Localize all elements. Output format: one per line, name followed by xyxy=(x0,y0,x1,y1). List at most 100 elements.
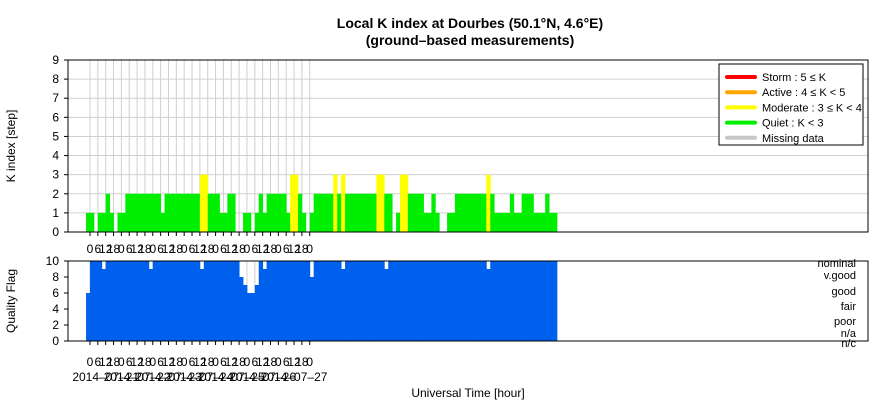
quality-bar xyxy=(423,261,428,341)
k-index-bar xyxy=(203,174,209,232)
quality-bar xyxy=(309,277,315,341)
k-index-x-tick-label: 6 xyxy=(126,242,133,256)
quality-y-tick-label: 4 xyxy=(52,302,59,316)
quality-bar xyxy=(509,261,515,341)
k-index-bar xyxy=(223,212,228,232)
k-index-bar xyxy=(368,193,373,232)
quality-x-tick-label: 18 xyxy=(201,355,215,369)
quality-y-tick-label: 8 xyxy=(52,270,59,284)
quality-bar xyxy=(498,261,503,341)
quality-bar xyxy=(439,261,444,341)
k-index-bar xyxy=(388,193,393,232)
k-index-bar xyxy=(407,193,413,232)
k-index-x-tick-label: 12 xyxy=(130,242,144,256)
quality-bar xyxy=(278,261,283,341)
quality-bar xyxy=(490,261,495,341)
k-index-bar xyxy=(384,193,389,232)
quality-bar xyxy=(470,261,475,341)
quality-bar xyxy=(541,261,546,341)
k-index-bar xyxy=(345,193,350,232)
quality-bar xyxy=(246,293,252,341)
k-index-y-ticks: 0 1 2 3 4 5 6 7 8 9 xyxy=(52,53,68,239)
k-index-bar xyxy=(121,212,126,232)
quality-bar xyxy=(411,261,417,341)
quality-bar xyxy=(215,261,220,341)
k-index-x-tick-label: 0 xyxy=(118,242,125,256)
quality-bar xyxy=(384,269,389,341)
quality-bar xyxy=(313,261,318,341)
k-index-bar xyxy=(400,174,405,232)
quality-bar xyxy=(443,261,448,341)
quality-x-tick-label: 6 xyxy=(251,355,258,369)
k-index-x-tick-label: 0 xyxy=(275,242,282,256)
quality-bar xyxy=(125,261,130,341)
k-index-x-tick-label: 18 xyxy=(170,242,184,256)
k-index-bar xyxy=(231,193,236,232)
quality-bar xyxy=(294,261,299,341)
k-index-bar xyxy=(533,212,538,232)
quality-bar xyxy=(254,285,260,341)
k-index-x-tick-label: 12 xyxy=(287,242,301,256)
k-index-bar xyxy=(270,193,275,232)
k-index-bar xyxy=(97,212,103,232)
k-index-x-tick-label: 6 xyxy=(157,242,164,256)
k-index-bar xyxy=(199,174,205,232)
k-index-bar xyxy=(380,174,385,232)
k-index-bar xyxy=(356,193,362,232)
k-index-x-tick-label: 6 xyxy=(251,242,258,256)
k-index-y-tick-label: 5 xyxy=(52,129,59,143)
k-index-bar xyxy=(423,212,428,232)
k-index-bar xyxy=(266,193,271,232)
k-index-bar xyxy=(317,193,322,232)
k-index-bar xyxy=(137,193,142,232)
quality-bar xyxy=(325,261,330,341)
k-index-bar xyxy=(529,193,534,232)
quality-y-tick-label: 0 xyxy=(52,334,59,348)
k-index-bar xyxy=(541,212,546,232)
k-index-bar xyxy=(262,212,267,232)
quality-x-tick-label: 0 xyxy=(87,355,94,369)
quality-bar xyxy=(321,261,326,341)
k-index-y-tick-label: 9 xyxy=(52,53,59,67)
quality-x-tick-label: 6 xyxy=(126,355,133,369)
k-index-bar xyxy=(411,193,417,232)
quality-bar xyxy=(545,261,550,341)
quality-bar xyxy=(152,261,158,341)
k-index-y-tick-label: 4 xyxy=(52,149,59,163)
k-index-bar xyxy=(352,193,358,232)
quality-bar xyxy=(502,261,507,341)
k-index-bar xyxy=(376,174,381,232)
k-index-bar xyxy=(105,193,111,232)
quality-x-tick-label: 6 xyxy=(283,355,290,369)
quality-bar xyxy=(549,261,554,341)
quality-bar xyxy=(505,261,511,341)
quality-bar xyxy=(231,261,236,341)
k-index-bar xyxy=(86,212,91,232)
quality-bar xyxy=(372,261,377,341)
quality-y-tick-label: 10 xyxy=(46,254,60,268)
quality-bar xyxy=(419,261,424,341)
k-index-bar xyxy=(419,193,424,232)
quality-x-tick-label: 0 xyxy=(118,355,125,369)
quality-bar xyxy=(148,269,154,341)
quality-bar xyxy=(133,261,138,341)
k-index-bar xyxy=(517,212,523,232)
k-index-bar xyxy=(333,174,338,232)
k-index-bar xyxy=(243,212,248,232)
k-index-bar xyxy=(219,212,224,232)
k-index-bar xyxy=(278,193,283,232)
quality-plot-frame xyxy=(67,260,869,342)
legend-label-moderate: Moderate : 3 ≤ K < 4 xyxy=(762,102,862,114)
quality-x-tick-label: 12 xyxy=(225,355,239,369)
quality-y-ticks: 0 2 4 6 8 10 xyxy=(46,254,68,348)
k-index-bar xyxy=(144,193,150,232)
k-index-bar xyxy=(184,193,189,232)
k-index-bar xyxy=(553,212,558,232)
k-index-bar xyxy=(297,193,303,232)
k-index-x-tick-label: 12 xyxy=(99,242,113,256)
quality-bar xyxy=(290,261,295,341)
quality-bar xyxy=(466,261,472,341)
quality-bar xyxy=(341,269,346,341)
k-index-x-tick-label: 0 xyxy=(212,242,219,256)
k-index-bar xyxy=(176,193,181,232)
